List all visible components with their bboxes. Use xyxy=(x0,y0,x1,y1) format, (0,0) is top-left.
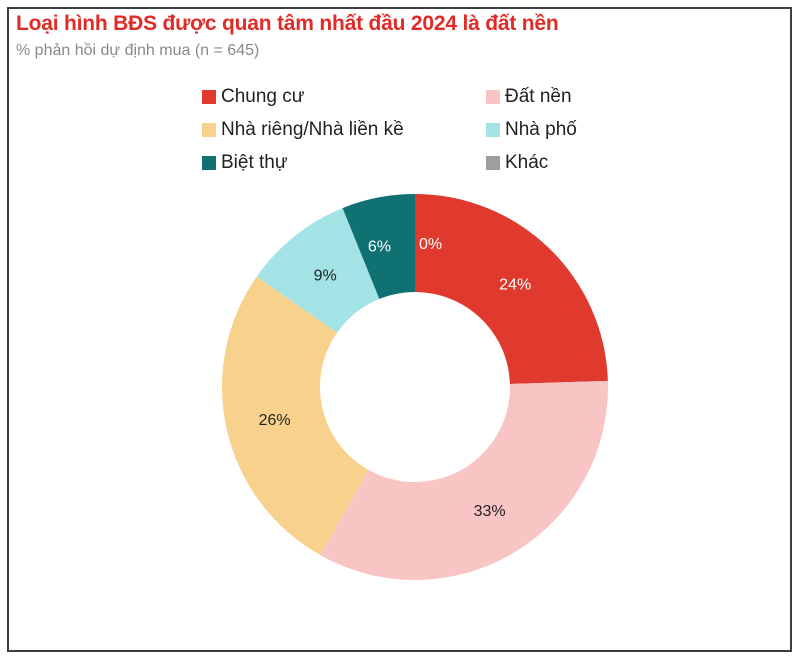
data-label: 6% xyxy=(368,239,391,256)
legend-swatch xyxy=(486,123,500,137)
data-label: 26% xyxy=(259,412,291,429)
legend-label: Chung cư xyxy=(221,86,305,107)
legend-label: Nhà phố xyxy=(505,119,577,140)
legend-swatch xyxy=(486,156,500,170)
legend-label: Khác xyxy=(505,152,549,173)
data-label: 9% xyxy=(314,267,337,284)
data-label: 0% xyxy=(419,236,442,253)
legend-label: Nhà riêng/Nhà liền kề xyxy=(221,119,404,140)
legend-label: Biệt thự xyxy=(221,152,288,173)
legend-swatch xyxy=(202,123,216,137)
chart-title: Loại hình BĐS được quan tâm nhất đầu 202… xyxy=(16,12,559,35)
legend-label: Đất nền xyxy=(505,86,572,107)
legend-item: Chung cư xyxy=(202,86,305,108)
chart-subtitle: % phản hồi dự định mua (n = 645) xyxy=(16,42,260,59)
legend-item: Biệt thự xyxy=(202,152,288,174)
legend-item: Khác xyxy=(486,152,548,174)
legend-swatch xyxy=(202,156,216,170)
legend-item: Nhà phố xyxy=(486,119,577,141)
data-label: 33% xyxy=(474,503,506,520)
data-label: 24% xyxy=(499,277,531,294)
donut-slice xyxy=(320,380,608,580)
donut-slice xyxy=(342,194,415,299)
legend-item: Nhà riêng/Nhà liền kề xyxy=(202,119,404,141)
legend-item: Đất nền xyxy=(486,86,572,108)
donut-slice xyxy=(415,194,608,384)
legend-swatch xyxy=(486,90,500,104)
donut-slice xyxy=(256,208,380,333)
legend-swatch xyxy=(202,90,216,104)
donut-slice xyxy=(222,276,369,556)
